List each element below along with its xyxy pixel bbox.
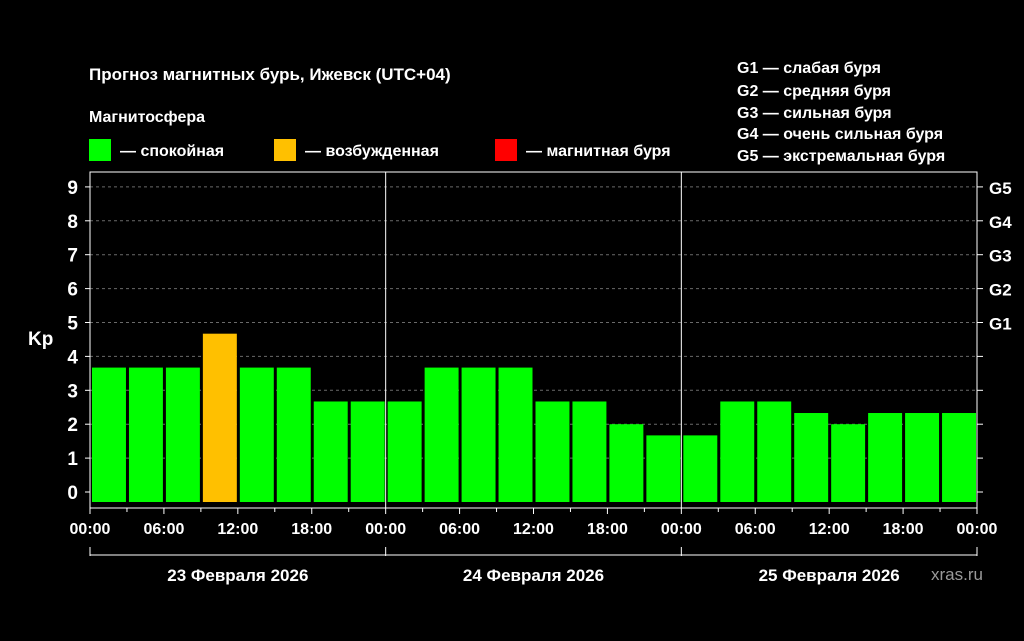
kp-bar	[313, 401, 348, 502]
g-scale-g2: G2 — средняя буря	[737, 83, 891, 100]
x-tick-label: 18:00	[883, 521, 924, 538]
kp-bar	[92, 367, 126, 502]
x-tick-label: 06:00	[735, 521, 776, 538]
y-tick-label: 8	[67, 212, 78, 233]
x-tick-label: 06:00	[143, 521, 184, 538]
kp-bar	[905, 413, 940, 502]
chart-title: Прогноз магнитных бурь, Ижевск (UTC+04)	[89, 65, 451, 84]
kp-bar	[609, 424, 644, 502]
legend-swatch-storm	[495, 139, 517, 161]
x-tick-label: 18:00	[587, 521, 628, 538]
g-level-label: G2	[989, 281, 1012, 300]
kp-bar	[535, 401, 570, 502]
g-level-label: G4	[989, 213, 1012, 232]
x-tick-label: 00:00	[661, 521, 702, 538]
g-level-label: G1	[989, 315, 1012, 334]
legend-heading: Магнитосфера	[89, 109, 205, 126]
kp-bar	[794, 413, 829, 502]
day-label: 25 Февраля 2026	[759, 566, 900, 585]
g-level-label: G3	[989, 247, 1012, 266]
kp-bar	[868, 413, 903, 502]
legend-label-calm: — спокойная	[120, 143, 224, 160]
g-scale-g5: G5 — экстремальная буря	[737, 148, 945, 165]
y-tick-label: 7	[67, 246, 78, 267]
y-tick-label: 5	[67, 314, 78, 335]
kp-bar	[276, 367, 311, 502]
kp-bar	[461, 367, 496, 502]
legend: — спокойная — возбужденная — магнитная б…	[89, 139, 671, 161]
watermark: xras.ru	[931, 565, 983, 584]
day-label: 23 Февраля 2026	[167, 566, 308, 585]
legend-swatch-excited	[274, 139, 296, 161]
y-tick-label: 1	[67, 449, 78, 470]
legend-swatch-calm	[89, 139, 111, 161]
legend-label-storm: — магнитная буря	[526, 143, 671, 160]
legend-label-excited: — возбужденная	[305, 143, 439, 160]
x-tick-label: 06:00	[439, 521, 480, 538]
kp-bar	[683, 435, 718, 502]
kp-bar	[387, 401, 422, 502]
g-scale-legend: G1 — слабая буря G2 — средняя буря G3 — …	[737, 60, 945, 165]
kp-bar	[498, 367, 533, 502]
y-tick-label: 9	[67, 178, 78, 199]
day-label: 24 Февраля 2026	[463, 566, 604, 585]
plot-area: 0 1 2 3 4 5 6 7 8 9 G1 G2 G3 G4 G5 00:00 06:00 12:00 18:00…	[67, 171, 1012, 585]
x-tick-label: 00:00	[70, 521, 111, 538]
kp-bar	[720, 401, 755, 502]
x-tick-label: 00:00	[365, 521, 406, 538]
x-tick-label: 12:00	[513, 521, 554, 538]
kp-bar	[831, 424, 866, 502]
y-tick-label: 2	[67, 415, 78, 436]
y-tick-label: 3	[67, 381, 78, 402]
x-tick-label: 18:00	[291, 521, 332, 538]
kp-bar	[239, 367, 274, 502]
y-tick-label: 0	[67, 483, 78, 504]
kp-bar	[350, 401, 385, 502]
kp-bar	[424, 367, 459, 502]
g-level-label: G5	[989, 179, 1012, 198]
y-axis-label: Kp	[28, 329, 53, 350]
kp-bar	[942, 413, 976, 502]
kp-bar	[572, 401, 607, 502]
g-scale-g4: G4 — очень сильная буря	[737, 126, 943, 143]
kp-bar	[128, 367, 163, 502]
kp-bar	[646, 435, 681, 502]
y-tick-label: 4	[67, 347, 78, 368]
x-tick-label: 12:00	[809, 521, 850, 538]
g-scale-g1: G1 — слабая буря	[737, 60, 881, 77]
x-tick-label: 12:00	[217, 521, 258, 538]
kp-bar	[757, 401, 792, 502]
y-tick-label: 6	[67, 280, 78, 301]
x-tick-label: 00:00	[957, 521, 998, 538]
kp-bar	[165, 367, 200, 502]
kp-bar	[202, 333, 237, 502]
g-scale-g3: G3 — сильная буря	[737, 105, 892, 122]
